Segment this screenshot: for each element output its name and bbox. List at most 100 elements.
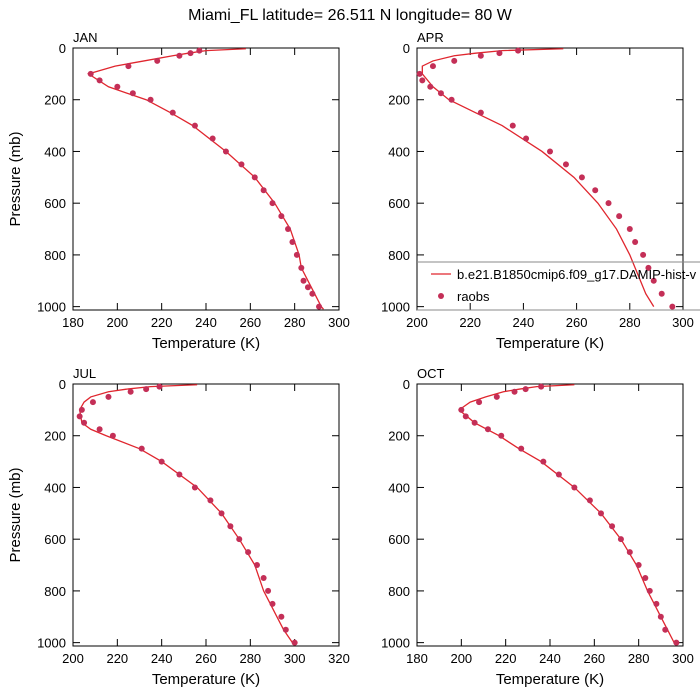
obs-point (477, 109, 484, 116)
obs-point (96, 426, 103, 433)
obs-point (156, 383, 163, 390)
obs-point (605, 200, 612, 207)
x-tick-label: 300 (284, 651, 306, 666)
obs-point (207, 497, 214, 504)
obs-point (562, 161, 569, 168)
y-tick-label: 200 (44, 93, 66, 108)
obs-point (496, 50, 503, 57)
obs-point (309, 290, 316, 297)
obs-point (169, 109, 176, 116)
obs-point (105, 393, 112, 400)
x-tick-label: 200 (450, 651, 472, 666)
y-tick-label: 0 (59, 377, 66, 392)
obs-point (540, 458, 547, 465)
x-tick-label: 220 (495, 651, 517, 666)
y-tick-label: 600 (44, 196, 66, 211)
obs-point (158, 458, 165, 465)
profile-line (458, 384, 675, 643)
y-tick-label: 1000 (37, 636, 66, 651)
obs-point (125, 63, 132, 70)
obs-point (658, 290, 665, 297)
obs-point (147, 96, 154, 103)
x-tick-label: 280 (239, 651, 261, 666)
panel-title: JUL (73, 366, 96, 381)
x-tick-label: 200 (406, 315, 428, 330)
obs-point (645, 264, 652, 271)
obs-point (293, 251, 300, 258)
obs-point (76, 413, 83, 420)
obs-point (316, 303, 323, 310)
obs-point (522, 386, 529, 393)
obs-point (429, 63, 436, 70)
y-tick-label: 800 (44, 248, 66, 263)
obs-point (626, 549, 633, 556)
obs-point (289, 238, 296, 245)
obs-point (87, 70, 94, 77)
panel-title: JAN (73, 30, 98, 45)
obs-point (437, 90, 444, 97)
obs-point (471, 419, 478, 426)
y-axis-label: Pressure (mb) (7, 467, 24, 562)
obs-point (176, 52, 183, 59)
obs-point (571, 484, 578, 491)
obs-point (238, 161, 245, 168)
x-axis-label: Temperature (K) (496, 671, 604, 688)
obs-point (154, 57, 161, 64)
y-tick-label: 800 (388, 584, 410, 599)
obs-point (657, 613, 664, 620)
obs-point (635, 562, 642, 569)
obs-point (127, 388, 134, 395)
obs-point (493, 393, 500, 400)
panel-title: OCT (417, 366, 445, 381)
x-tick-label: 320 (328, 651, 350, 666)
obs-point (653, 600, 660, 607)
legend-label: b.e21.B1850cmip6.f09_g17.DAMIP-hist-v (457, 267, 697, 282)
obs-point (538, 383, 545, 390)
obs-point (260, 574, 267, 581)
x-tick-label: 280 (619, 315, 641, 330)
obs-point (669, 303, 676, 310)
obs-point (89, 399, 96, 406)
obs-point (518, 445, 525, 452)
x-tick-label: 200 (62, 651, 84, 666)
obs-point (586, 497, 593, 504)
obs-point (592, 187, 599, 194)
obs-point (451, 57, 458, 64)
obs-point (187, 50, 194, 57)
obs-point (78, 406, 85, 413)
x-tick-label: 280 (284, 315, 306, 330)
obs-point (632, 238, 639, 245)
obs-point (509, 122, 516, 129)
obs-point (416, 70, 423, 77)
y-tick-label: 1000 (381, 300, 410, 315)
y-tick-label: 800 (44, 584, 66, 599)
obs-point (498, 432, 505, 439)
obs-point (285, 226, 292, 233)
y-tick-label: 400 (388, 480, 410, 495)
obs-point (129, 90, 136, 97)
obs-point (673, 639, 680, 646)
obs-point (253, 562, 260, 569)
obs-point (114, 83, 121, 90)
obs-point (109, 432, 116, 439)
legend-label: raobs (457, 289, 490, 304)
obs-point (269, 600, 276, 607)
obs-point (176, 471, 183, 478)
x-tick-label: 200 (106, 315, 128, 330)
obs-point (196, 47, 203, 54)
y-tick-label: 600 (388, 196, 410, 211)
x-tick-label: 260 (566, 315, 588, 330)
obs-point (81, 419, 88, 426)
obs-point (143, 386, 150, 393)
panel-title: APR (417, 30, 444, 45)
obs-point (448, 96, 455, 103)
x-tick-label: 180 (406, 651, 428, 666)
obs-point (642, 574, 649, 581)
obs-point (511, 388, 518, 395)
x-tick-label: 180 (62, 315, 84, 330)
obs-point (218, 510, 225, 517)
obs-point (269, 200, 276, 207)
y-tick-label: 1000 (381, 636, 410, 651)
obs-point (646, 587, 653, 594)
obs-point (265, 587, 272, 594)
